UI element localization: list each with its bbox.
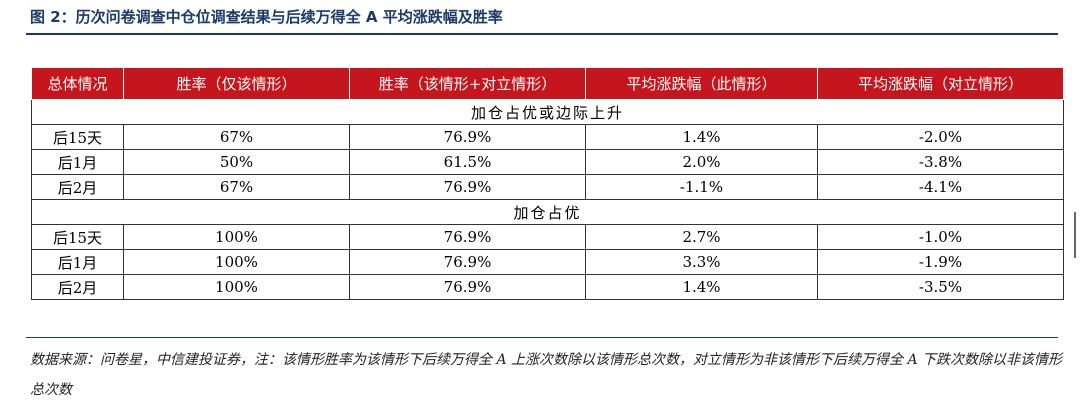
table-cell: 2.0%	[585, 149, 818, 175]
header-cell: 胜率（仅该情形）	[123, 67, 350, 100]
section-row: 加仓占优或边际上升	[31, 99, 1064, 125]
title-divider	[26, 33, 1058, 35]
table-cell: 后2月	[31, 174, 124, 200]
source-note: 数据来源：问卷星，中信建投证券，注：该情形胜率为该情形下后续万得全 A 上涨次数…	[30, 352, 1063, 398]
table-cell: 76.9%	[349, 174, 586, 200]
table-cell: 100%	[123, 249, 350, 275]
table-cell: -1.0%	[817, 224, 1064, 250]
table-cell: 1.4%	[585, 124, 818, 150]
table-cell: 后15天	[31, 124, 124, 150]
header-cell: 平均涨跌幅（对立情形）	[817, 67, 1064, 100]
table-row: 后1月 100% 76.9% 3.3% -1.9%	[31, 249, 1064, 275]
results-table: 总体情况 胜率（仅该情形） 胜率（该情形+对立情形） 平均涨跌幅（此情形） 平均…	[31, 67, 1064, 300]
table-cell: 50%	[123, 149, 350, 175]
table-cell: 3.3%	[585, 249, 818, 275]
table-cell: -3.5%	[817, 274, 1064, 300]
table-cell: -1.1%	[585, 174, 818, 200]
figure-title: 图 2：历次问卷调查中仓位调查结果与后续万得全 A 平均涨跌幅及胜率	[30, 8, 503, 26]
table-row: 后15天 67% 76.9% 1.4% -2.0%	[31, 124, 1064, 150]
table-row: 后2月 100% 76.9% 1.4% -3.5%	[31, 274, 1064, 300]
table-cell: 后1月	[31, 249, 124, 275]
table-row: 后1月 50% 61.5% 2.0% -3.8%	[31, 149, 1064, 175]
table-row: 后15天 100% 76.9% 2.7% -1.0%	[31, 224, 1064, 250]
table-cell: 76.9%	[349, 274, 586, 300]
table-cell: 后1月	[31, 149, 124, 175]
header-cell: 平均涨跌幅（此情形）	[585, 67, 818, 100]
table-cell: 后15天	[31, 224, 124, 250]
table-cell: -2.0%	[817, 124, 1064, 150]
table-cell: 2.7%	[585, 224, 818, 250]
table-cell: 100%	[123, 274, 350, 300]
table-cell: 67%	[123, 124, 350, 150]
section-label: 加仓占优或边际上升	[31, 99, 1064, 125]
section-row: 加仓占优	[31, 199, 1064, 225]
table-cell: -1.9%	[817, 249, 1064, 275]
table-cell: 100%	[123, 224, 350, 250]
header-cell: 总体情况	[31, 67, 124, 100]
table-header-row: 总体情况 胜率（仅该情形） 胜率（该情形+对立情形） 平均涨跌幅（此情形） 平均…	[31, 67, 1064, 100]
header-cell: 胜率（该情形+对立情形）	[349, 67, 586, 100]
table-cell: 61.5%	[349, 149, 586, 175]
table-cell: -4.1%	[817, 174, 1064, 200]
table-cell: 后2月	[31, 274, 124, 300]
footer-divider	[26, 337, 1058, 338]
table-cell: 76.9%	[349, 124, 586, 150]
section-label: 加仓占优	[31, 199, 1064, 225]
table-cell: 76.9%	[349, 249, 586, 275]
edge-artifact	[1074, 212, 1076, 258]
table-cell: 76.9%	[349, 224, 586, 250]
table-row: 后2月 67% 76.9% -1.1% -4.1%	[31, 174, 1064, 200]
table-cell: 67%	[123, 174, 350, 200]
table-cell: 1.4%	[585, 274, 818, 300]
table-cell: -3.8%	[817, 149, 1064, 175]
